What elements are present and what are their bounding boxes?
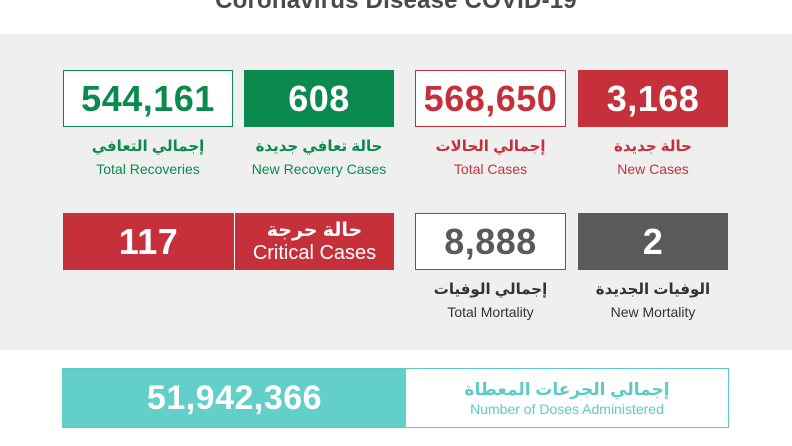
doses-value: 51,942,366 — [63, 369, 406, 427]
critical-cases-value: 117 — [63, 213, 234, 270]
new-recovery-value: 608 — [244, 70, 394, 127]
doses-label-en: Number of Doses Administered — [470, 400, 664, 417]
total-recoveries-label-en: Total Recoveries — [96, 161, 200, 177]
page-title: Coronavirus Disease COVID-19 — [215, 0, 577, 14]
total-recoveries-value: 544,161 — [63, 70, 233, 127]
doses-label: إجمالي الجرعات المعطاة Number of Doses A… — [406, 369, 728, 427]
new-mortality-label-en: New Mortality — [610, 304, 696, 320]
total-cases-value: 568,650 — [415, 70, 566, 127]
new-cases-value: 3,168 — [578, 70, 728, 127]
total-mortality-label-ar: إجمالي الوفيات — [433, 281, 548, 298]
critical-cases-label-ar: حالة حرجة — [266, 219, 363, 241]
critical-cases-label: حالة حرجة Critical Cases — [234, 213, 394, 270]
total-mortality-label-en: Total Mortality — [447, 304, 534, 320]
new-mortality-value: 2 — [578, 213, 728, 270]
total-mortality-value: 8,888 — [415, 213, 566, 270]
doses-label-ar: إجمالي الجرعات المعطاة — [464, 379, 670, 399]
new-cases-label-ar: حالة جديدة — [614, 138, 692, 155]
new-mortality-label-ar: الوفيات الجديدة — [595, 281, 711, 298]
new-recovery-label-ar: حالة تعافي جديدة — [255, 138, 383, 155]
total-cases-label-ar: إجمالي الحالات — [435, 138, 546, 155]
new-cases-label-en: New Cases — [617, 161, 689, 177]
total-recoveries-label-ar: إجمالي التعافي — [91, 138, 205, 155]
critical-cases-label-en: Critical Cases — [252, 241, 377, 264]
doses-banner: 51,942,366 إجمالي الجرعات المعطاة Number… — [62, 368, 729, 428]
new-recovery-label-en: New Recovery Cases — [251, 161, 387, 177]
total-cases-label-en: Total Cases — [453, 161, 528, 177]
